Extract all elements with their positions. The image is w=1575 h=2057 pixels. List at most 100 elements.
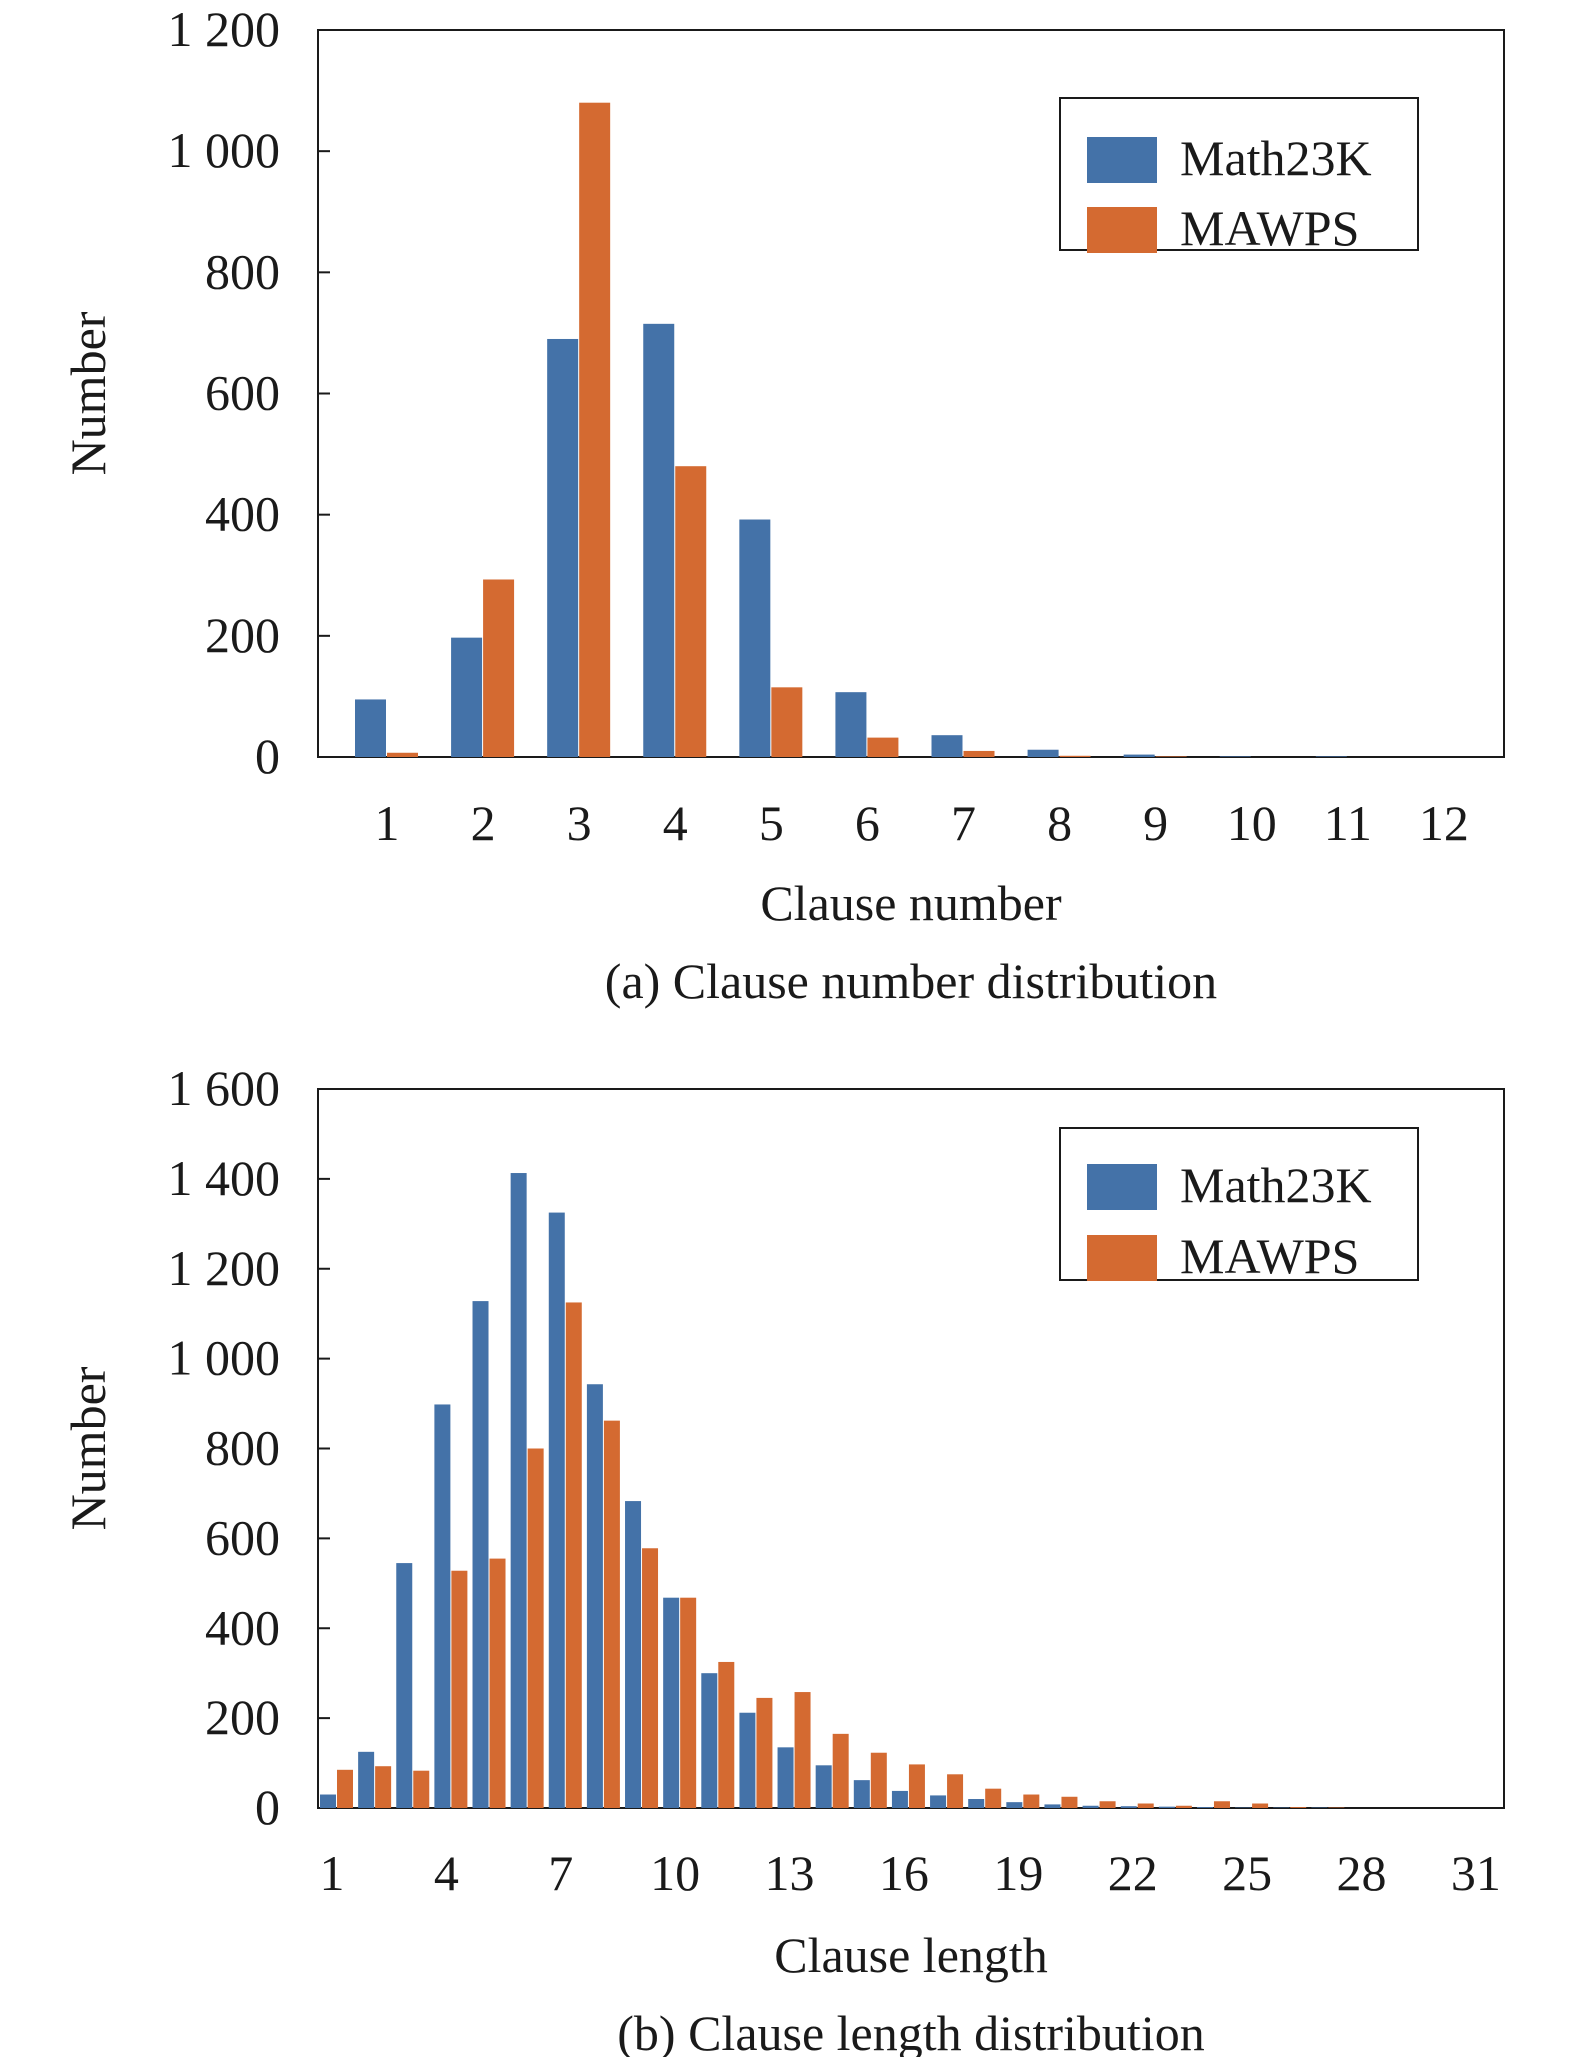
- x-tick-label: 12: [1419, 795, 1469, 851]
- bar-math23k: [739, 519, 771, 757]
- x-tick-label: 22: [1108, 1845, 1158, 1901]
- y-tick-label: 1 400: [168, 1150, 281, 1206]
- bar-mawps: [794, 1692, 811, 1808]
- legend-swatch-mawps: [1087, 207, 1157, 253]
- bar-math23k: [739, 1712, 756, 1808]
- bar-mawps: [565, 1302, 582, 1808]
- bar-math23k: [1082, 1805, 1099, 1808]
- x-tick-label: 10: [1227, 795, 1277, 851]
- bar-mawps: [603, 1420, 620, 1808]
- x-tick-label: 4: [434, 1845, 459, 1901]
- bar-mawps: [870, 1752, 887, 1808]
- bar-math23k: [1006, 1802, 1023, 1808]
- bar-math23k: [1219, 756, 1251, 757]
- y-tick-label: 400: [205, 1599, 280, 1655]
- x-tick-label: 7: [951, 795, 976, 851]
- bar-mawps: [1059, 755, 1091, 757]
- bar-mawps: [1023, 1794, 1040, 1808]
- bar-math23k: [1123, 754, 1155, 757]
- bar-mawps: [756, 1697, 773, 1808]
- x-tick-label: 3: [567, 795, 592, 851]
- x-tick-label: 25: [1222, 1845, 1272, 1901]
- bar-mawps: [680, 1597, 697, 1808]
- bar-mawps: [579, 102, 611, 757]
- x-tick-label: 8: [1047, 795, 1072, 851]
- x-axis-title: Clause length: [774, 1927, 1048, 1983]
- x-tick-label: 13: [765, 1845, 815, 1901]
- y-axis-title: Number: [60, 1366, 116, 1530]
- legend-label: MAWPS: [1180, 1228, 1359, 1284]
- x-tick-label: 16: [879, 1845, 929, 1901]
- x-tick-label: 28: [1336, 1845, 1386, 1901]
- bar-math23k: [777, 1747, 794, 1808]
- bar-math23k: [1158, 1806, 1175, 1808]
- bar-math23k: [968, 1799, 985, 1808]
- figure-caption: (b) Clause length distribution: [617, 2005, 1204, 2057]
- legend-swatch-mawps: [1087, 1235, 1157, 1281]
- bar-mawps: [1213, 1801, 1230, 1808]
- x-tick-label: 10: [650, 1845, 700, 1901]
- x-tick-label: 9: [1143, 795, 1168, 851]
- bar-mawps: [451, 1570, 468, 1808]
- chart-clause-length: 0 200 400 600 800 1 000 1 200 1 400 1 600 1 4 7 10 13…: [60, 1060, 1505, 2057]
- x-tick-label: 5: [759, 795, 784, 851]
- bar-mawps: [1175, 1805, 1192, 1808]
- x-tick-label: 6: [855, 795, 880, 851]
- bar-math23k: [434, 1404, 451, 1808]
- y-tick-label: 0: [255, 1779, 280, 1835]
- y-tick-label: 800: [205, 1420, 280, 1476]
- y-tick-label: 0: [255, 728, 280, 784]
- bar-math23k: [586, 1384, 603, 1808]
- x-tick-label: 31: [1451, 1845, 1501, 1901]
- bar-math23k: [451, 637, 483, 757]
- legend-label: MAWPS: [1180, 200, 1359, 256]
- x-tick-label: 19: [993, 1845, 1043, 1901]
- bar-mawps: [413, 1770, 430, 1808]
- bar-mawps: [947, 1774, 964, 1808]
- bar-mawps: [867, 737, 899, 757]
- bar-mawps: [1061, 1796, 1078, 1808]
- bar-math23k: [320, 1794, 336, 1808]
- y-tick-label: 1 000: [168, 122, 281, 178]
- bar-mawps: [642, 1548, 659, 1808]
- bar-math23k: [1044, 1804, 1061, 1808]
- bar-math23k: [701, 1673, 718, 1808]
- x-tick-label: 7: [548, 1845, 573, 1901]
- y-tick-label: 1 200: [168, 1240, 281, 1296]
- x-tick-label: 4: [663, 795, 688, 851]
- bar-math23k: [663, 1597, 680, 1808]
- bar-mawps: [483, 579, 515, 757]
- bar-mawps: [832, 1733, 849, 1808]
- y-tick-label: 1 000: [168, 1330, 281, 1386]
- y-tick-label: 800: [205, 243, 280, 299]
- bar-math23k: [853, 1780, 870, 1808]
- bar-math23k: [355, 699, 386, 757]
- y-tick-label: 400: [205, 486, 280, 542]
- bar-mawps: [675, 466, 707, 757]
- bar-math23k: [1196, 1807, 1213, 1808]
- bar-math23k: [891, 1790, 908, 1808]
- bar-mawps: [387, 752, 418, 757]
- bar-math23k: [472, 1301, 489, 1808]
- bar-math23k: [1120, 1806, 1137, 1808]
- bar-mawps: [718, 1661, 735, 1808]
- bar-mawps: [375, 1766, 392, 1808]
- bar-mawps: [771, 687, 803, 757]
- x-tick-label: 2: [471, 795, 496, 851]
- x-axis-title: Clause number: [760, 875, 1062, 931]
- y-tick-label: 1 600: [168, 1060, 281, 1116]
- bar-mawps: [489, 1558, 506, 1808]
- bar-math23k: [358, 1751, 375, 1808]
- bar-mawps: [1137, 1803, 1154, 1808]
- bar-mawps: [1252, 1803, 1269, 1808]
- bar-mawps: [963, 750, 995, 757]
- y-tick-label: 1 200: [168, 1, 281, 57]
- bar-mawps: [1099, 1801, 1116, 1808]
- bar-mawps: [337, 1769, 353, 1808]
- bar-math23k: [625, 1501, 642, 1808]
- legend-label: Math23K: [1180, 1157, 1372, 1213]
- y-tick-label: 200: [205, 607, 280, 663]
- y-tick-label: 600: [205, 1509, 280, 1565]
- figure-caption: (a) Clause number distribution: [605, 953, 1217, 1009]
